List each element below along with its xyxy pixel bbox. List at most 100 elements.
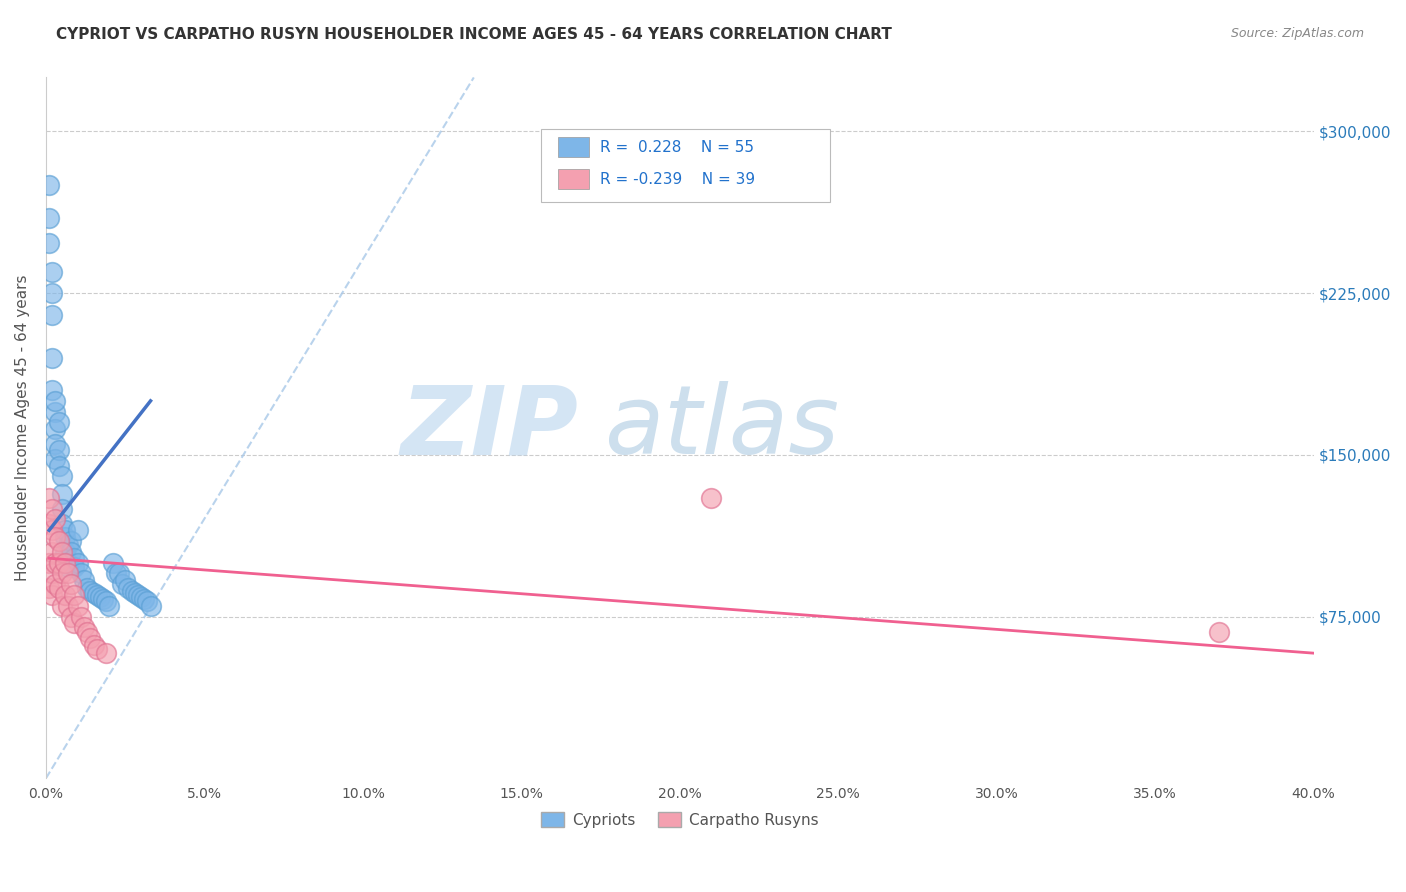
Point bbox=[53, 556, 76, 570]
Point bbox=[51, 599, 73, 613]
Point bbox=[38, 556, 60, 570]
Point bbox=[117, 582, 139, 596]
Point bbox=[44, 512, 66, 526]
Point bbox=[44, 422, 66, 436]
Point bbox=[63, 551, 86, 566]
Point bbox=[53, 530, 76, 544]
Point bbox=[51, 516, 73, 531]
Point bbox=[114, 573, 136, 587]
Point bbox=[1208, 624, 1230, 639]
Point bbox=[51, 486, 73, 500]
Point bbox=[51, 469, 73, 483]
Point bbox=[91, 592, 114, 607]
Point bbox=[111, 577, 134, 591]
Point bbox=[86, 641, 108, 656]
Point bbox=[76, 582, 98, 596]
Text: R =  0.228    N = 55: R = 0.228 N = 55 bbox=[600, 140, 755, 154]
Point bbox=[41, 351, 63, 365]
Point bbox=[44, 577, 66, 591]
Point bbox=[69, 609, 91, 624]
Point bbox=[44, 393, 66, 408]
Point bbox=[48, 582, 70, 596]
Point bbox=[104, 566, 127, 581]
Point bbox=[69, 566, 91, 581]
Point bbox=[86, 588, 108, 602]
Point bbox=[96, 646, 118, 660]
Point bbox=[41, 588, 63, 602]
Point bbox=[124, 586, 146, 600]
Point bbox=[108, 566, 131, 581]
Point bbox=[51, 566, 73, 581]
Point bbox=[44, 405, 66, 419]
Y-axis label: Householder Income Ages 45 - 64 years: Householder Income Ages 45 - 64 years bbox=[15, 275, 30, 581]
Point bbox=[38, 516, 60, 531]
Point bbox=[53, 545, 76, 559]
Point bbox=[129, 590, 152, 604]
Point bbox=[60, 534, 83, 549]
Point bbox=[56, 599, 79, 613]
Text: atlas: atlas bbox=[603, 382, 839, 475]
Text: Source: ZipAtlas.com: Source: ZipAtlas.com bbox=[1230, 27, 1364, 40]
Point bbox=[38, 236, 60, 251]
Point bbox=[134, 592, 156, 607]
Point bbox=[44, 556, 66, 570]
Point bbox=[41, 308, 63, 322]
Point bbox=[38, 211, 60, 225]
Point bbox=[48, 458, 70, 473]
Legend: Cypriots, Carpatho Rusyns: Cypriots, Carpatho Rusyns bbox=[536, 805, 824, 834]
Point bbox=[83, 586, 105, 600]
Point bbox=[66, 556, 89, 570]
Point bbox=[41, 383, 63, 397]
Point bbox=[79, 631, 101, 645]
Point bbox=[51, 501, 73, 516]
Point bbox=[41, 501, 63, 516]
Point bbox=[60, 609, 83, 624]
Point bbox=[56, 560, 79, 574]
Point bbox=[44, 437, 66, 451]
Point bbox=[98, 599, 121, 613]
Point bbox=[38, 491, 60, 505]
Point bbox=[73, 573, 96, 587]
Point bbox=[48, 534, 70, 549]
Point bbox=[53, 523, 76, 537]
Point bbox=[139, 599, 162, 613]
Point bbox=[56, 538, 79, 552]
Text: R = -0.239    N = 39: R = -0.239 N = 39 bbox=[600, 172, 755, 186]
Point bbox=[136, 594, 159, 608]
Point bbox=[51, 545, 73, 559]
Text: CYPRIOT VS CARPATHO RUSYN HOUSEHOLDER INCOME AGES 45 - 64 YEARS CORRELATION CHAR: CYPRIOT VS CARPATHO RUSYN HOUSEHOLDER IN… bbox=[56, 27, 893, 42]
Point bbox=[66, 599, 89, 613]
Point bbox=[83, 638, 105, 652]
Point bbox=[73, 620, 96, 634]
Point bbox=[44, 530, 66, 544]
Point bbox=[41, 545, 63, 559]
Point bbox=[56, 556, 79, 570]
Text: ZIP: ZIP bbox=[401, 382, 578, 475]
Point bbox=[48, 416, 70, 430]
Point bbox=[63, 588, 86, 602]
Point bbox=[89, 590, 111, 604]
Point bbox=[127, 588, 149, 602]
Point bbox=[63, 615, 86, 630]
Point bbox=[38, 178, 60, 193]
Point bbox=[101, 556, 124, 570]
Point bbox=[96, 594, 118, 608]
Point bbox=[38, 582, 60, 596]
Point bbox=[41, 523, 63, 537]
Point bbox=[41, 264, 63, 278]
Point bbox=[41, 566, 63, 581]
Point bbox=[66, 523, 89, 537]
Point bbox=[53, 588, 76, 602]
Point bbox=[79, 583, 101, 598]
Point bbox=[44, 452, 66, 467]
Point bbox=[76, 624, 98, 639]
Point bbox=[121, 583, 143, 598]
Point bbox=[700, 491, 723, 505]
Point bbox=[60, 545, 83, 559]
Point bbox=[56, 566, 79, 581]
Point bbox=[63, 560, 86, 574]
Point bbox=[48, 443, 70, 458]
Point bbox=[60, 577, 83, 591]
Point bbox=[41, 286, 63, 301]
Point bbox=[48, 556, 70, 570]
